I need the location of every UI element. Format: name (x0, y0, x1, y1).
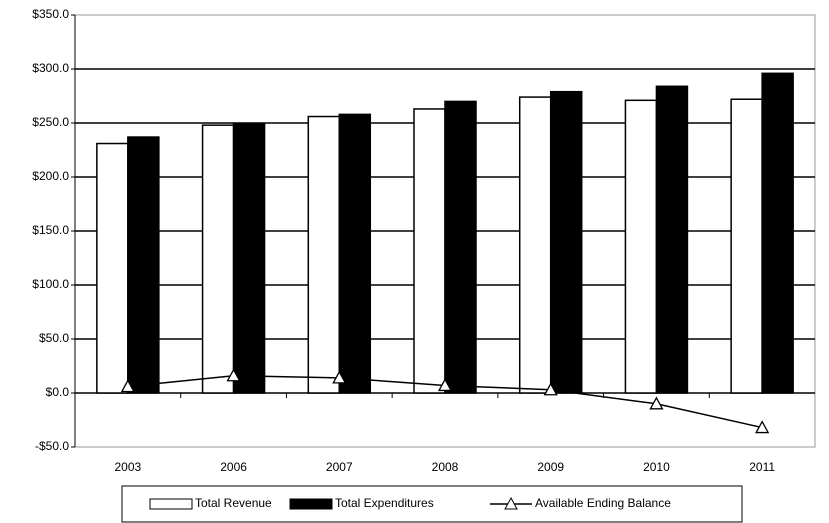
y-tick-label: $100.0 (32, 277, 69, 291)
legend-label: Available Ending Balance (535, 496, 671, 510)
bar (232, 123, 266, 394)
legend-box (121, 485, 743, 523)
bar (730, 98, 763, 394)
y-tick-label: $250.0 (32, 115, 69, 129)
bar (518, 96, 552, 394)
x-tick-label: 2003 (115, 460, 142, 474)
legend-swatch (149, 498, 193, 510)
x-tick-label: 2006 (220, 460, 247, 474)
marker (332, 370, 347, 384)
bar (624, 99, 658, 394)
bar (338, 113, 372, 394)
y-tick-label: $150.0 (32, 223, 69, 237)
x-tick-label: 2011 (749, 460, 775, 474)
y-tick-label: $300.0 (32, 61, 69, 75)
bar (201, 124, 235, 394)
y-tick-label: $50.0 (39, 331, 69, 345)
x-tick-label: 2010 (643, 460, 670, 474)
legend-label: Total Expenditures (335, 496, 434, 510)
bar (444, 100, 477, 394)
y-tick-label: $350.0 (32, 7, 69, 21)
bar (549, 90, 583, 394)
bar (127, 136, 160, 394)
x-tick-label: 2008 (432, 460, 459, 474)
marker (437, 378, 453, 392)
legend-swatch (289, 498, 333, 510)
marker (226, 368, 241, 382)
legend-label: Total Revenue (195, 496, 272, 510)
marker (543, 382, 558, 396)
legend-marker (504, 496, 518, 510)
y-tick-label: -$50.0 (35, 439, 69, 453)
y-tick-label: $0.0 (46, 385, 70, 399)
bar (307, 115, 341, 394)
marker (755, 420, 770, 434)
x-tick-label: 2007 (326, 460, 353, 474)
bar (413, 108, 446, 394)
y-tick-label: $200.0 (32, 169, 69, 183)
marker (120, 379, 135, 393)
bar (655, 85, 689, 394)
marker (649, 396, 664, 410)
bar (96, 142, 129, 394)
x-tick-label: 2009 (537, 460, 564, 474)
bar (761, 72, 794, 394)
